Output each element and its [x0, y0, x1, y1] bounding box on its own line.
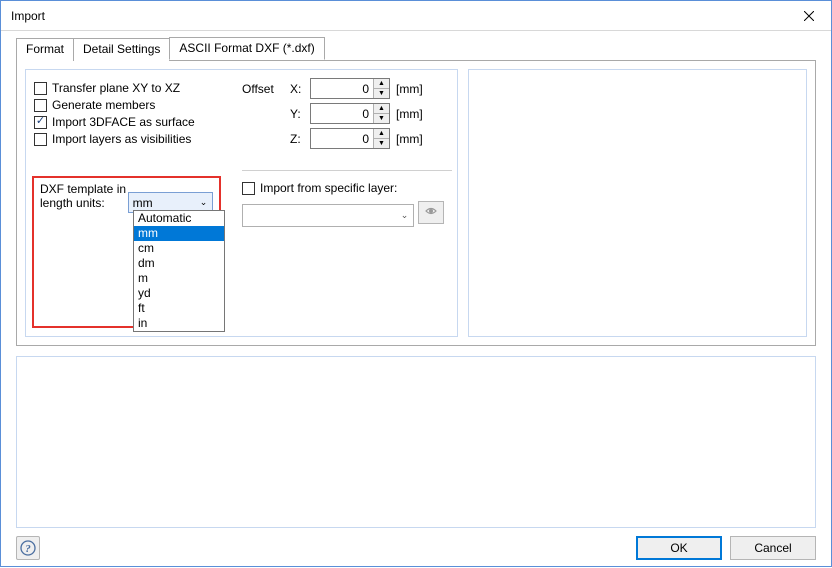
offset-x-axis: X: — [290, 82, 304, 96]
label-generate-members: Generate members — [52, 98, 155, 112]
cancel-button[interactable]: Cancel — [730, 536, 816, 560]
offset-z-input-wrap: ▲ ▼ — [310, 128, 390, 149]
offset-label: Offset — [242, 82, 284, 96]
offset-x-down[interactable]: ▼ — [374, 89, 389, 98]
tab-detail-settings[interactable]: Detail Settings — [73, 38, 170, 61]
lower-panel — [16, 356, 816, 528]
svg-text:?: ? — [25, 543, 31, 555]
tab-content: Transfer plane XY to XZ Generate members… — [16, 60, 816, 346]
opt-yd[interactable]: yd — [134, 286, 224, 301]
offset-z-down[interactable]: ▼ — [374, 139, 389, 148]
tab-strip: Format Detail Settings ASCII Format DXF … — [16, 37, 816, 60]
chevron-down-icon: ⌄ — [195, 197, 212, 208]
offset-z-axis: Z: — [290, 132, 304, 146]
offset-y-input[interactable] — [311, 104, 373, 123]
label-transfer-xy-xz: Transfer plane XY to XZ — [52, 81, 180, 95]
left-panel: Transfer plane XY to XZ Generate members… — [25, 69, 458, 337]
offset-y-input-wrap: ▲ ▼ — [310, 103, 390, 124]
label-import-layer: Import from specific layer: — [260, 181, 397, 195]
offset-x-spinners: ▲ ▼ — [373, 79, 389, 98]
offset-y-axis: Y: — [290, 107, 304, 121]
layer-pick-button[interactable] — [418, 201, 444, 224]
opt-m[interactable]: m — [134, 271, 224, 286]
offset-z-up[interactable]: ▲ — [374, 129, 389, 139]
offset-y-down[interactable]: ▼ — [374, 114, 389, 123]
checkbox-import-layer[interactable] — [242, 182, 255, 195]
template-label: DXF template in length units: — [40, 182, 128, 210]
offset-y-up[interactable]: ▲ — [374, 104, 389, 114]
checkbox-transfer-xy-xz[interactable] — [34, 82, 47, 95]
right-panel — [468, 69, 807, 337]
divider — [242, 170, 452, 171]
template-units-selected: mm — [133, 196, 153, 210]
titlebar: Import — [1, 1, 831, 31]
window-title: Import — [11, 9, 786, 23]
offset-z-spinners: ▲ ▼ — [373, 129, 389, 148]
offset-y-unit: [mm] — [396, 107, 426, 121]
opt-mm[interactable]: mm — [134, 226, 224, 241]
offset-x-input-wrap: ▲ ▼ — [310, 78, 390, 99]
checkbox-generate-members[interactable] — [34, 99, 47, 112]
checkbox-import-layers-vis[interactable] — [34, 133, 47, 146]
opt-in[interactable]: in — [134, 316, 224, 331]
layer-group: Import from specific layer: ⌄ — [242, 178, 444, 227]
checkbox-import-3dface[interactable] — [34, 116, 47, 129]
offset-group: Offset X: ▲ ▼ [mm] Y: — [242, 78, 426, 153]
chevron-down-icon: ⌄ — [396, 210, 413, 221]
tab-ascii-dxf[interactable]: ASCII Format DXF (*.dxf) — [169, 37, 324, 60]
close-button[interactable] — [786, 1, 831, 30]
dialog-body: Format Detail Settings ASCII Format DXF … — [1, 31, 831, 568]
layer-combo[interactable]: ⌄ — [242, 204, 414, 227]
label-import-layers-vis: Import layers as visibilities — [52, 132, 191, 146]
opt-ft[interactable]: ft — [134, 301, 224, 316]
label-import-3dface: Import 3DFACE as surface — [52, 115, 195, 129]
tab-format[interactable]: Format — [16, 38, 74, 61]
template-highlight-box: DXF template in length units: mm ⌄ Autom… — [32, 176, 221, 328]
import-dialog: Import Format Detail Settings ASCII Form… — [0, 0, 832, 567]
offset-y-spinners: ▲ ▼ — [373, 104, 389, 123]
help-button[interactable]: ? — [16, 536, 40, 560]
template-units-dropdown: Automatic mm cm dm m yd ft in — [133, 210, 225, 332]
offset-x-unit: [mm] — [396, 82, 426, 96]
checkbox-column: Transfer plane XY to XZ Generate members… — [34, 78, 234, 149]
ok-button[interactable]: OK — [636, 536, 722, 560]
opt-cm[interactable]: cm — [134, 241, 224, 256]
offset-z-unit: [mm] — [396, 132, 426, 146]
opt-dm[interactable]: dm — [134, 256, 224, 271]
offset-x-up[interactable]: ▲ — [374, 79, 389, 89]
opt-automatic[interactable]: Automatic — [134, 211, 224, 226]
footer: ? OK Cancel — [16, 528, 816, 560]
offset-z-input[interactable] — [311, 129, 373, 148]
offset-x-input[interactable] — [311, 79, 373, 98]
